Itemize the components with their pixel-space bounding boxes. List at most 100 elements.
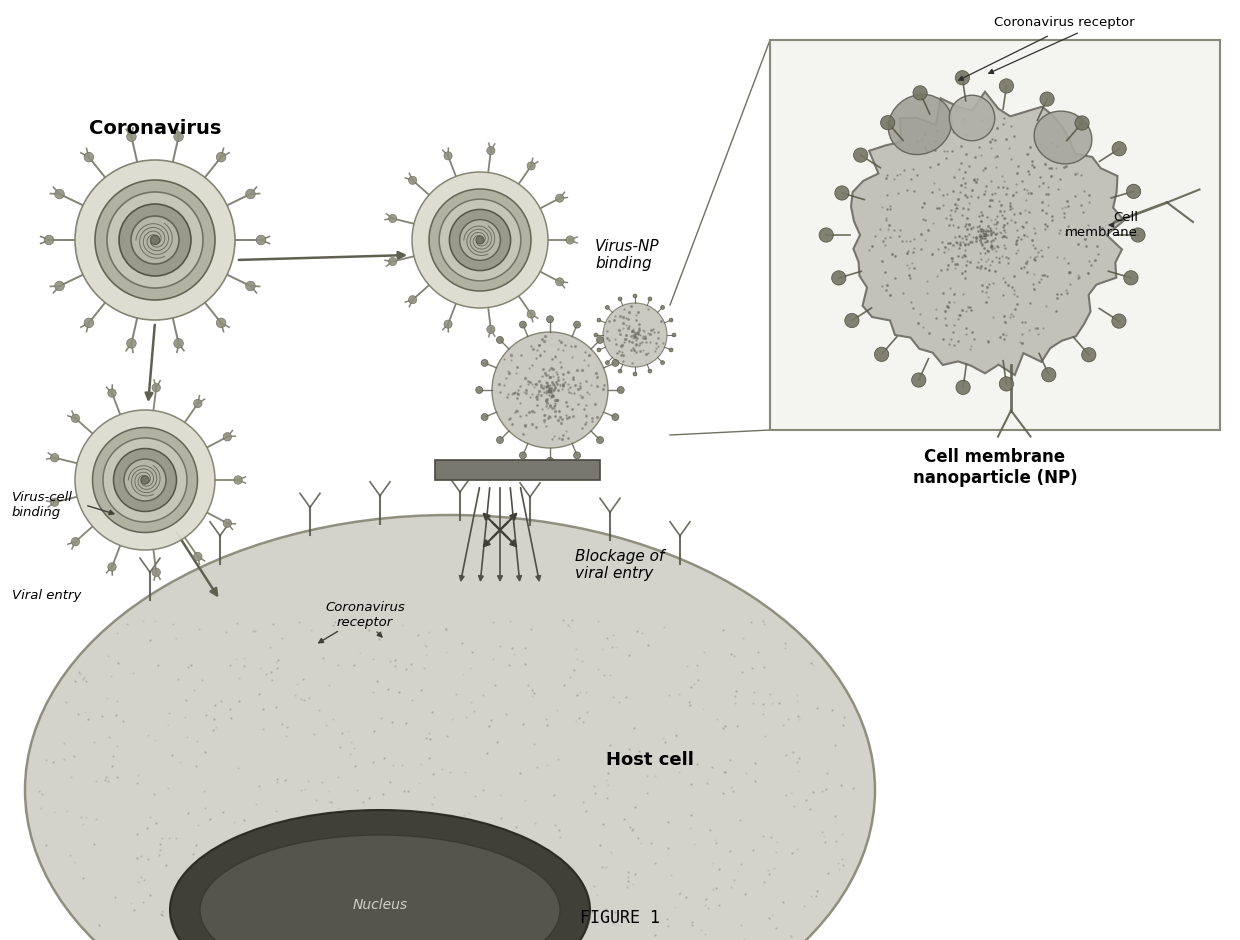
Circle shape — [596, 348, 601, 352]
Circle shape — [74, 410, 215, 550]
Circle shape — [492, 332, 608, 448]
Text: Coronavirus receptor: Coronavirus receptor — [994, 15, 1135, 28]
Circle shape — [661, 306, 665, 309]
Circle shape — [913, 86, 928, 100]
Circle shape — [408, 295, 417, 304]
Circle shape — [1042, 368, 1056, 382]
Circle shape — [1126, 184, 1141, 198]
Circle shape — [1131, 227, 1145, 243]
Circle shape — [216, 152, 226, 162]
Circle shape — [496, 337, 503, 343]
Bar — [435, 460, 600, 480]
Circle shape — [574, 321, 580, 328]
Circle shape — [150, 235, 160, 244]
Circle shape — [649, 369, 652, 373]
Circle shape — [547, 316, 553, 322]
Circle shape — [820, 227, 833, 243]
Circle shape — [565, 236, 574, 244]
Circle shape — [444, 151, 453, 160]
Ellipse shape — [200, 835, 560, 940]
Text: Host cell: Host cell — [606, 751, 694, 769]
Circle shape — [672, 333, 676, 337]
Circle shape — [520, 452, 527, 459]
Circle shape — [126, 132, 136, 141]
Circle shape — [661, 361, 665, 365]
Circle shape — [141, 476, 149, 484]
Circle shape — [634, 294, 637, 298]
Circle shape — [556, 277, 564, 286]
Circle shape — [84, 318, 94, 328]
Circle shape — [496, 436, 503, 444]
Text: Coronavirus: Coronavirus — [89, 118, 221, 137]
Circle shape — [174, 132, 184, 141]
Circle shape — [234, 476, 242, 484]
Circle shape — [1112, 142, 1126, 156]
Circle shape — [619, 297, 622, 301]
Circle shape — [481, 414, 489, 420]
Circle shape — [874, 347, 889, 362]
Circle shape — [124, 459, 166, 501]
Circle shape — [408, 176, 417, 184]
Circle shape — [51, 498, 60, 507]
Polygon shape — [851, 92, 1125, 375]
Circle shape — [611, 414, 619, 420]
Circle shape — [1081, 348, 1096, 362]
Circle shape — [388, 258, 397, 266]
Ellipse shape — [25, 515, 875, 940]
Bar — [770, 40, 1220, 430]
Circle shape — [108, 389, 117, 398]
Circle shape — [55, 189, 64, 198]
Circle shape — [93, 428, 197, 532]
Circle shape — [223, 519, 232, 527]
Ellipse shape — [950, 95, 994, 141]
Circle shape — [71, 538, 79, 546]
Circle shape — [108, 563, 117, 572]
Circle shape — [174, 338, 184, 348]
Circle shape — [649, 297, 652, 301]
Circle shape — [246, 281, 255, 290]
Circle shape — [611, 359, 619, 367]
Circle shape — [51, 453, 60, 462]
Circle shape — [119, 204, 191, 276]
Ellipse shape — [1034, 111, 1092, 164]
Circle shape — [619, 369, 622, 373]
Circle shape — [835, 186, 849, 200]
Circle shape — [131, 216, 179, 264]
Circle shape — [527, 162, 536, 170]
Circle shape — [527, 310, 536, 318]
Ellipse shape — [888, 94, 952, 154]
Circle shape — [618, 386, 624, 394]
Circle shape — [476, 386, 482, 394]
Circle shape — [596, 318, 601, 322]
Circle shape — [594, 333, 598, 337]
Text: FIGURE 1: FIGURE 1 — [580, 909, 660, 927]
Circle shape — [71, 415, 79, 422]
Circle shape — [1112, 314, 1126, 328]
Circle shape — [223, 432, 232, 441]
Circle shape — [444, 321, 453, 328]
Circle shape — [74, 160, 236, 320]
Circle shape — [388, 214, 397, 223]
Circle shape — [429, 189, 531, 291]
Text: Virus-cell
binding: Virus-cell binding — [12, 491, 73, 519]
Circle shape — [670, 318, 673, 322]
Circle shape — [412, 172, 548, 308]
Circle shape — [596, 337, 604, 343]
Circle shape — [605, 361, 609, 365]
Circle shape — [487, 325, 495, 334]
Text: Nucleus: Nucleus — [352, 898, 408, 912]
Text: Cell membrane
nanoparticle (NP): Cell membrane nanoparticle (NP) — [913, 448, 1078, 487]
Circle shape — [520, 321, 527, 328]
Circle shape — [246, 189, 255, 198]
Circle shape — [45, 235, 53, 244]
Circle shape — [605, 306, 609, 309]
Circle shape — [126, 338, 136, 348]
Circle shape — [547, 457, 553, 464]
Circle shape — [853, 148, 868, 163]
Circle shape — [216, 318, 226, 328]
Text: Virus-NP
binding: Virus-NP binding — [595, 239, 660, 272]
Circle shape — [449, 210, 511, 271]
Circle shape — [911, 373, 926, 387]
Circle shape — [596, 436, 604, 444]
Circle shape — [55, 281, 64, 290]
